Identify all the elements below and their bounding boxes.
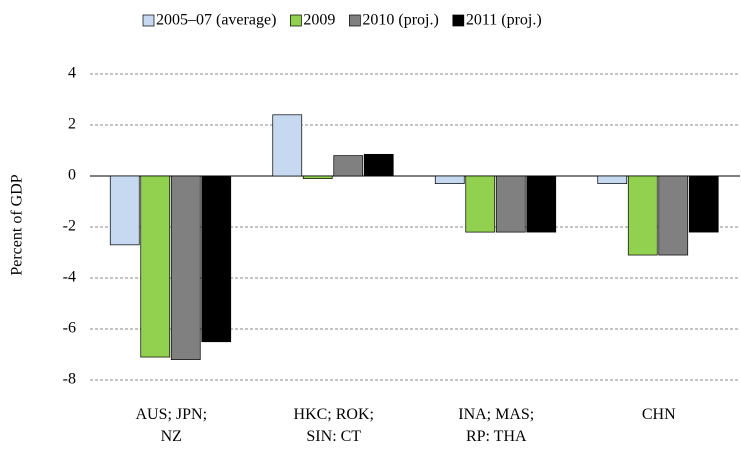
legend-swatch xyxy=(290,14,302,27)
x-tick-label: INA; MAS; RP: THA xyxy=(458,406,535,446)
bar xyxy=(526,175,557,233)
bar xyxy=(627,175,658,256)
y-tick-label: 2 xyxy=(68,116,76,133)
bar xyxy=(333,155,364,177)
y-tick-label: -4 xyxy=(63,269,76,286)
y-tick-label: 0 xyxy=(68,167,76,184)
bar xyxy=(434,175,465,185)
bar xyxy=(302,175,333,179)
legend-label: 2011 (proj.) xyxy=(466,12,542,29)
bar xyxy=(658,175,689,256)
bar xyxy=(109,175,140,246)
x-tick-label: HKC; ROK; SIN: CT xyxy=(293,406,374,446)
bar xyxy=(170,175,201,360)
y-axis-label: Percent of GDP xyxy=(9,174,26,275)
legend-label: 2009 xyxy=(303,12,335,29)
legend-label: 2010 (proj.) xyxy=(362,12,438,29)
bar xyxy=(597,175,628,185)
bar xyxy=(272,114,303,177)
legend-label: 2005–07 (average) xyxy=(156,12,276,29)
bar xyxy=(201,175,232,343)
y-tick-label: 4 xyxy=(68,65,76,82)
legend-swatch xyxy=(349,14,361,27)
y-tick-label: -2 xyxy=(63,218,76,235)
legend-swatch xyxy=(452,14,465,27)
bar xyxy=(465,175,496,233)
x-tick-label: AUS; JPN; NZ xyxy=(135,406,208,446)
bar xyxy=(495,175,526,233)
x-tick-label: CHN xyxy=(641,406,676,424)
legend-swatch xyxy=(142,14,155,27)
bar xyxy=(140,175,171,358)
bar xyxy=(688,175,719,233)
y-tick-label: -6 xyxy=(63,320,76,337)
bar xyxy=(363,153,394,177)
y-tick-label: -8 xyxy=(63,371,76,388)
